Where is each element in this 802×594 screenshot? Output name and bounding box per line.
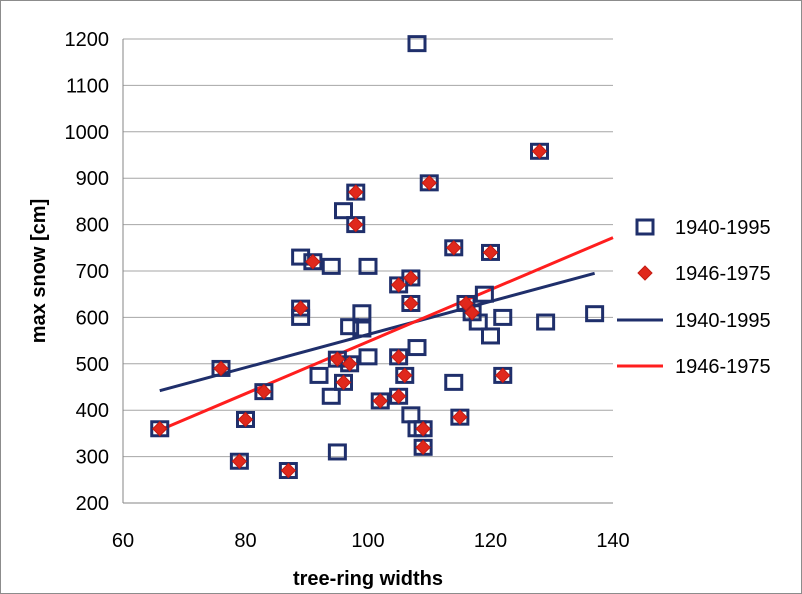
x-tick-label: 60	[112, 530, 134, 552]
data-point-square	[474, 285, 494, 303]
legend: 1940-1995 1946-1975 1940-1995 1946-1975	[617, 217, 771, 378]
trendline	[159, 236, 614, 432]
data-point-diamond	[415, 421, 431, 437]
data-point-square	[327, 443, 347, 461]
y-tick-label: 400	[76, 400, 109, 422]
trendlines	[159, 236, 614, 432]
data-point-square	[321, 257, 341, 275]
x-tick-label: 80	[234, 530, 256, 552]
x-axis-title: tree-ring widths	[293, 568, 443, 590]
legend-marker-diamond	[637, 265, 653, 281]
y-tick-label: 800	[76, 215, 109, 237]
data-point-diamond	[256, 383, 272, 400]
data-point-diamond	[452, 409, 468, 425]
data-point-square	[358, 257, 378, 275]
y-tick-label: 900	[76, 168, 109, 190]
legend-label: 1946-1975	[675, 356, 771, 378]
grid-lines	[122, 38, 613, 504]
data-point-square	[481, 327, 500, 345]
data-point-diamond	[280, 462, 297, 479]
y-axis-title: max snow [cm]	[28, 199, 50, 343]
legend-label: 1940-1995	[675, 310, 771, 332]
data-point-square	[309, 366, 329, 384]
data-point-diamond	[390, 349, 407, 365]
trendline	[159, 271, 596, 393]
data-point-diamond	[421, 175, 437, 191]
y-tick-label: 1100	[66, 75, 109, 97]
data-point-diamond	[305, 254, 321, 270]
data-point-square	[321, 387, 341, 405]
data-point-square	[444, 373, 464, 391]
y-tick-label: 600	[76, 307, 109, 329]
data-point-diamond	[231, 453, 248, 469]
data-point-diamond	[397, 367, 413, 384]
data-point-square	[334, 202, 353, 220]
data-point-square	[585, 305, 605, 323]
data-point-diamond	[237, 411, 254, 428]
data-point-diamond	[482, 244, 499, 261]
y-tick-label: 1200	[65, 29, 110, 51]
data-point-diamond	[464, 305, 480, 321]
data-point-diamond	[446, 240, 462, 256]
data-points	[150, 35, 605, 480]
data-point-square	[493, 308, 513, 326]
y-tick-label: 1000	[65, 122, 110, 144]
data-point-diamond	[292, 300, 309, 316]
data-point-diamond	[403, 295, 419, 312]
tick-labels: 200 300 400 500 600 700 800 900 1000 1100 1200 60 80…	[65, 29, 630, 552]
data-point-diamond	[341, 356, 358, 372]
data-point-diamond	[335, 374, 352, 391]
data-point-square	[407, 35, 427, 53]
y-tick-label: 300	[76, 447, 109, 469]
data-point-square	[407, 339, 427, 357]
data-point-diamond	[348, 216, 364, 233]
y-tick-label: 500	[76, 354, 109, 376]
legend-label: 1946-1975	[675, 263, 771, 285]
data-point-square	[340, 318, 360, 336]
data-point-diamond	[213, 360, 229, 377]
data-point-square	[352, 304, 372, 322]
data-point-diamond	[152, 421, 168, 437]
legend-label: 1940-1995	[675, 217, 771, 239]
data-point-diamond	[329, 351, 346, 367]
data-point-diamond	[390, 388, 407, 404]
y-tick-label: 200	[76, 493, 109, 515]
data-point-square	[352, 320, 372, 338]
data-point-square	[291, 248, 311, 266]
x-tick-label: 140	[596, 530, 629, 552]
data-point-diamond	[403, 270, 419, 286]
data-point-square	[536, 313, 556, 331]
x-tick-label: 120	[474, 530, 507, 552]
data-point-diamond	[372, 393, 388, 409]
data-point-diamond	[415, 439, 431, 456]
data-point-square	[468, 313, 488, 331]
data-point-diamond	[531, 143, 548, 159]
data-point-diamond	[390, 277, 407, 293]
y-tick-label: 700	[76, 261, 109, 283]
data-point-diamond	[458, 295, 474, 312]
x-tick-label: 100	[351, 530, 384, 552]
legend-marker-square	[635, 218, 655, 236]
data-point-diamond	[495, 367, 511, 384]
data-point-diamond	[348, 184, 364, 200]
data-point-square	[358, 348, 378, 366]
